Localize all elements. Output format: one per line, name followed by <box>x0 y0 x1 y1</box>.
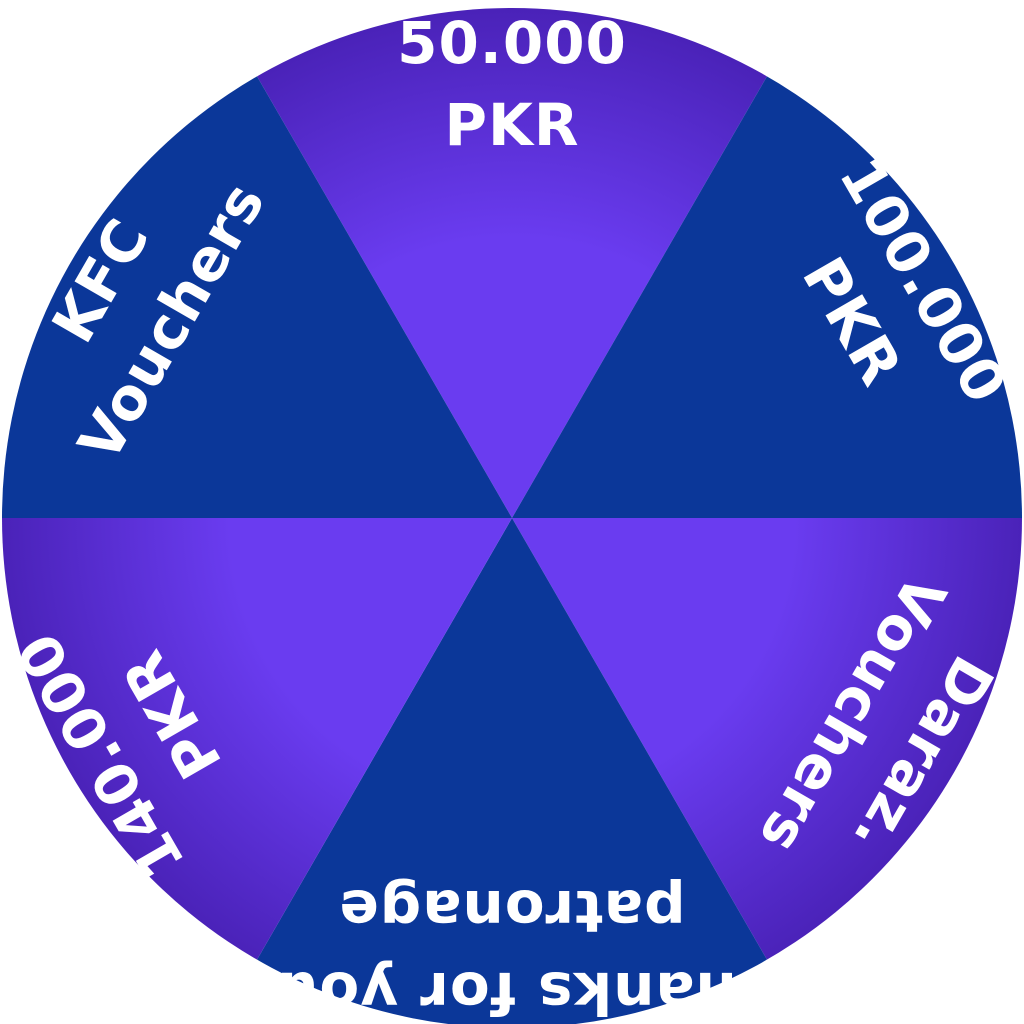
wheel-segment <box>512 518 1022 1024</box>
segment-label-line: patronage <box>338 877 685 945</box>
wheel-segment <box>2 8 512 518</box>
wheel-segment <box>132 518 892 1024</box>
wheel-segment <box>512 8 1022 518</box>
segment-label: Thanks for your patronage <box>247 877 778 1024</box>
wheel-segment <box>2 518 512 1024</box>
segment-label-line: Thanks for your <box>247 959 778 1024</box>
wheel-segment <box>132 8 892 518</box>
segment-label-line: 50.000 <box>397 9 627 77</box>
segment-label: 50.000 PKR <box>397 9 627 159</box>
segment-label-line: PKR <box>444 91 579 159</box>
